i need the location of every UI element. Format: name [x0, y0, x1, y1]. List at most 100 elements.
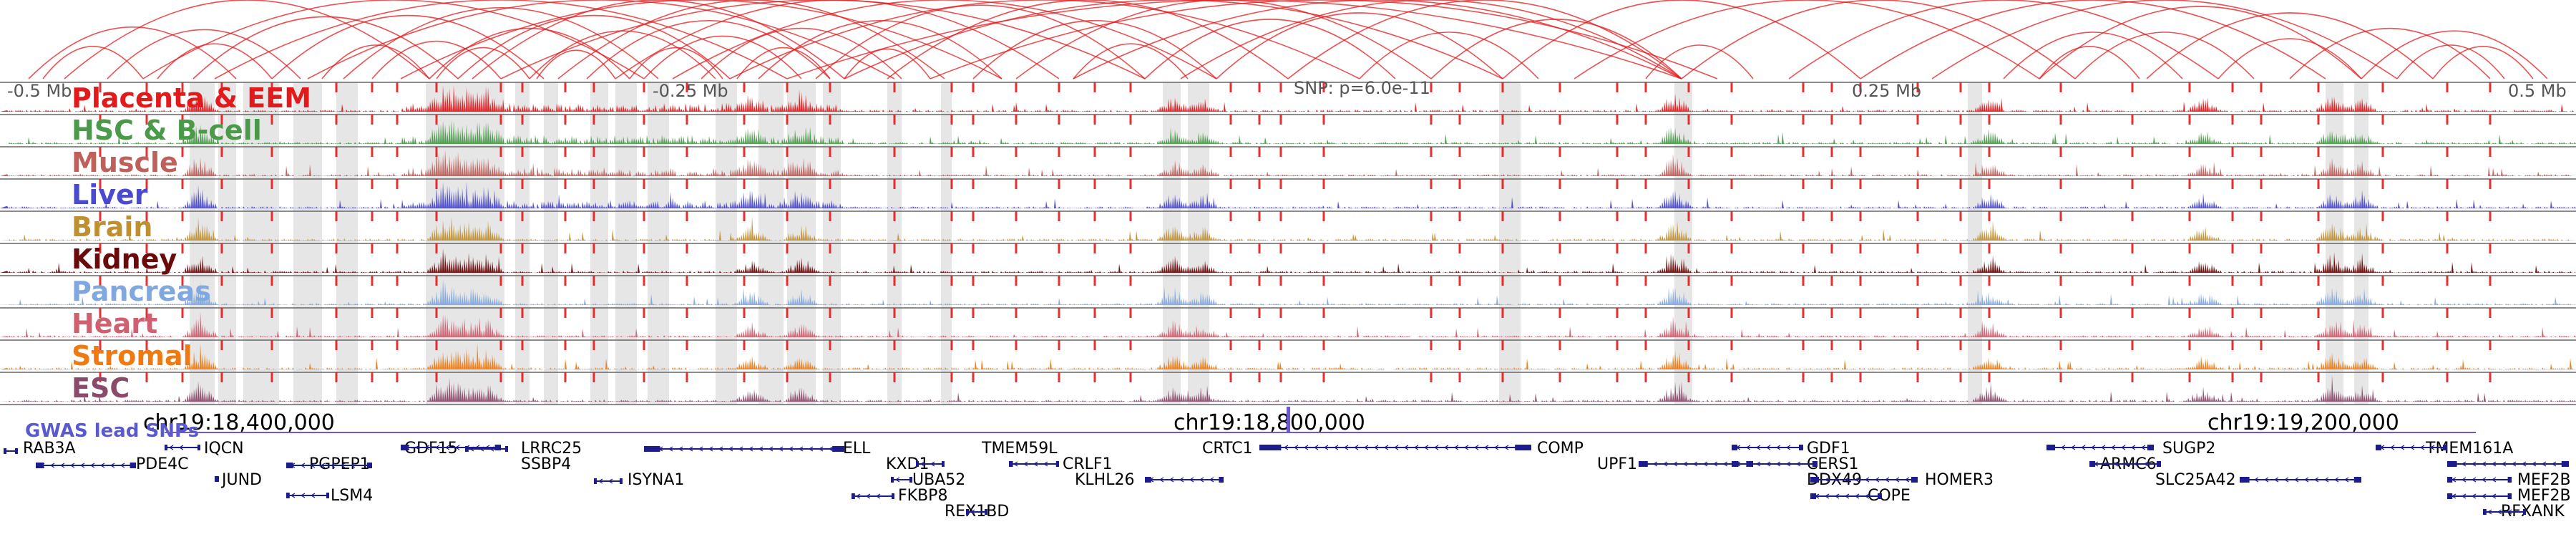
- gene-strand-arrow: [1199, 477, 1204, 483]
- gene-strand-arrow: [718, 446, 723, 452]
- gene-strand-arrow: [1755, 445, 1761, 450]
- gene-strand-arrow: [1323, 445, 1329, 450]
- gene-strand-arrow: [2461, 493, 2467, 499]
- gene-strand-arrow: [1263, 445, 1269, 450]
- gene-exon-block: [1812, 461, 1818, 467]
- gene-exon-block: [1911, 477, 1918, 483]
- loop-arc: [157, 43, 273, 79]
- gene-strand-arrow: [1735, 461, 1741, 467]
- gene-strand-arrow: [2491, 477, 2497, 483]
- gene-strand-arrow: [1765, 461, 1771, 467]
- gene-exon-block: [1878, 493, 1882, 499]
- gene-strand-arrow: [2399, 445, 2405, 450]
- gene-strand-arrow: [178, 445, 184, 450]
- gene-strand-arrow: [1712, 461, 1718, 467]
- gene-strand-arrow: [1453, 445, 1459, 450]
- loop-arc: [887, 0, 1289, 79]
- gene-label-comp: COMP: [1537, 440, 1584, 458]
- gene-exon-block: [216, 476, 219, 482]
- gene-exon-block: [892, 493, 894, 499]
- gene-exon-block: [326, 493, 329, 498]
- gene-strand-arrow: [310, 493, 316, 498]
- track-label-heart: Heart: [72, 308, 157, 339]
- gene-exon-block: [1810, 493, 1816, 499]
- gene-strand-arrow: [2243, 477, 2249, 483]
- gene-strand-arrow: [2481, 493, 2487, 499]
- gene-strand-arrow: [828, 446, 834, 452]
- gene-strand-arrow: [479, 446, 484, 452]
- loop-arc: [343, 7, 659, 79]
- gene-strand-arrow: [1824, 477, 1830, 483]
- track-label-placenta: Placenta & EEM: [72, 82, 311, 114]
- gene-strand-arrow: [1884, 477, 1890, 483]
- gene-strand-arrow: [2143, 461, 2149, 467]
- gene-strand-arrow: [79, 463, 85, 468]
- gene-strand-arrow: [808, 446, 814, 452]
- gene-strand-arrow: [1785, 461, 1791, 467]
- gene-strand-arrow: [1433, 445, 1439, 450]
- gene-label-ssbp4: SSBP4: [521, 455, 571, 473]
- gene-strand-arrow: [1483, 445, 1489, 450]
- gene-strand-arrow: [2333, 477, 2339, 483]
- gene-strand-arrow: [688, 446, 693, 452]
- gene-strand-arrow: [2080, 445, 2086, 450]
- gene-strand-arrow: [2343, 477, 2349, 483]
- gene-strand-arrow: [1775, 461, 1781, 467]
- gene-strand-arrow: [2481, 461, 2487, 467]
- loop-arc: [436, 47, 530, 79]
- chromatin-loop-arcs: [28, 0, 2548, 79]
- gene-label-fkbp8: FKBP8: [898, 487, 947, 505]
- gene-strand-arrow: [1313, 445, 1319, 450]
- gene-strand-arrow: [2497, 509, 2502, 515]
- gene-strand-arrow: [2461, 461, 2467, 467]
- gene-strand-arrow: [2050, 445, 2056, 450]
- gene-label-homer3: HOMER3: [1925, 471, 1994, 489]
- gene-exon-block: [2447, 477, 2453, 483]
- gene-strand-arrow: [89, 463, 95, 468]
- gene-strand-arrow: [1745, 461, 1751, 467]
- gene-strand-arrow: [1273, 445, 1279, 450]
- gene-strand-arrow: [2451, 493, 2457, 499]
- gene-strand-arrow: [49, 463, 55, 468]
- gene-exon-block: [2443, 445, 2447, 450]
- gene-strand-arrow: [350, 463, 356, 468]
- gene-strand-arrow: [2491, 461, 2497, 467]
- gene-strand-arrow: [678, 446, 683, 452]
- loop-arc: [1015, 0, 1432, 79]
- loop-arc: [28, 26, 237, 79]
- gene-strand-arrow: [2253, 477, 2259, 483]
- gene-strand-arrow: [1503, 445, 1509, 450]
- gene-strand-arrow: [2133, 461, 2139, 467]
- loop-arc: [615, 0, 1060, 79]
- gene-strand-arrow: [2323, 477, 2329, 483]
- gene-exon-block: [1055, 461, 1059, 467]
- gene-strand-arrow: [1179, 477, 1184, 483]
- gene-strand-arrow: [168, 445, 174, 450]
- gene-strand-arrow: [2531, 461, 2537, 467]
- genomic-coordinates: chr19:18,400,000 chr19:18,800,000 chr19:…: [143, 410, 2399, 435]
- gene-strand-arrow: [1423, 445, 1429, 450]
- loop-arc: [1645, 44, 1754, 79]
- gene-exon-block: [197, 445, 200, 450]
- gene-strand-arrow: [1043, 461, 1048, 467]
- gene-strand-arrow: [2070, 445, 2076, 450]
- track-label-muscle: Muscle: [72, 147, 178, 178]
- gene-strand-arrow: [2461, 477, 2467, 483]
- loop-arc: [42, 46, 144, 79]
- gene-exon-block: [165, 445, 167, 450]
- loop-arc: [1216, 12, 1503, 79]
- gene-strand-arrow: [469, 446, 474, 452]
- gene-strand-arrow: [1864, 493, 1870, 499]
- gene-exon-block: [2483, 509, 2487, 515]
- gene-exon-block: [2561, 461, 2569, 467]
- gene-exon-block: [1219, 477, 1224, 483]
- gene-strand-arrow: [2273, 477, 2279, 483]
- gene-strand-arrow: [2451, 477, 2457, 483]
- gene-strand-arrow: [310, 463, 316, 468]
- gene-exon-block: [130, 463, 136, 468]
- gene-strand-arrow: [1722, 461, 1728, 467]
- loop-arc: [107, 29, 301, 79]
- gene-strand-arrow: [1692, 461, 1698, 467]
- gene-label-sugp2: SUGP2: [2162, 440, 2215, 458]
